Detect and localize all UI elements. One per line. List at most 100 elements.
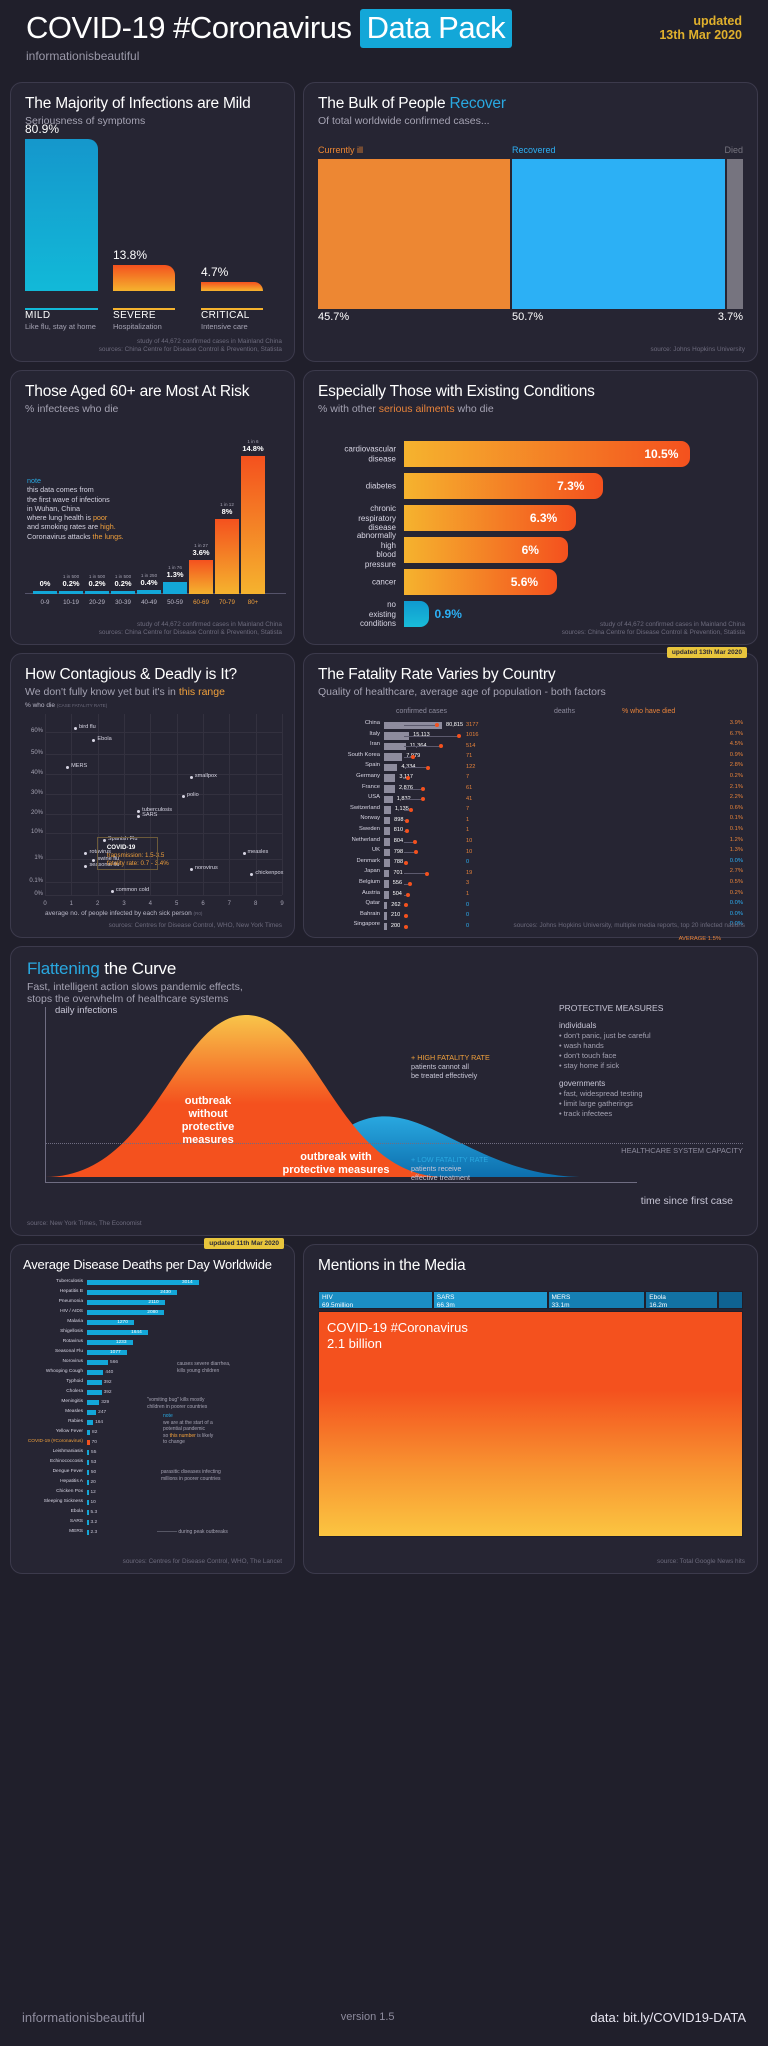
- age-axis-label: 70-79: [219, 599, 235, 606]
- deaths-source: sources: Centres for Disease Control, WH…: [122, 1558, 282, 1565]
- scatter-covid-range-box: [96, 837, 159, 870]
- deaths-value: 0: [466, 859, 470, 866]
- country-name: USA: [368, 794, 380, 801]
- country-name: France: [361, 783, 380, 790]
- panel-age: Those Aged 60+ are Most At Risk % infect…: [10, 370, 295, 645]
- scatter-point-label: Ebola: [97, 736, 112, 743]
- deaths-value: 514: [466, 742, 476, 749]
- table-row: Iran 11,364 514 4.5%: [334, 741, 743, 752]
- disease-row: Rabies 164: [21, 1419, 284, 1426]
- pct-leader-line: [404, 746, 440, 748]
- disease-row: Shigellosis 1644: [21, 1329, 284, 1336]
- media-covid-cell: COVID-19 #Coronavirus 2.1 billion: [318, 1311, 743, 1537]
- cases-bar: [384, 816, 391, 825]
- disease-row: Dengue Fever 50: [21, 1469, 284, 1476]
- cases-value: 1,135: [394, 806, 409, 813]
- scatter-point: [250, 873, 254, 877]
- scatter-ytick: 40%: [30, 769, 43, 776]
- condition-bar: [404, 473, 604, 499]
- cases-value: 810: [393, 827, 404, 834]
- country-title: The Fatality Rate Varies by Country: [318, 666, 556, 683]
- disease-bar: [87, 1489, 89, 1496]
- disease-value: 12: [90, 1489, 96, 1495]
- disease-row: COVID-19 (#Coronavirus) 70: [21, 1439, 284, 1446]
- disease-value: 392: [103, 1389, 112, 1395]
- disease-bar: [87, 1449, 90, 1456]
- deaths-value: 71: [466, 753, 473, 760]
- disease-value: 1270: [117, 1319, 128, 1325]
- pct-value: 0.1%: [729, 825, 743, 832]
- contagious-scatter: 0% 0.1% 1% 10% 20% 30% 40% 50% 60% 0 1 2 3 4 5 6 7 8 9 bird…: [29, 714, 284, 907]
- scatter-gridline: [45, 753, 282, 755]
- disease-name: Leishmaniasis: [52, 1449, 83, 1454]
- severity-bar: [201, 282, 263, 291]
- scatter-ytick: 1%: [34, 854, 43, 861]
- pct-leader-line: [404, 841, 414, 843]
- country-name: South Korea: [347, 751, 380, 758]
- pct-leader-line: [404, 894, 406, 896]
- recover-value: 45.7%: [318, 311, 350, 323]
- pct-dot: [407, 882, 412, 887]
- deaths-title: Average Disease Deaths per Day Worldwide: [23, 1257, 272, 1272]
- media-cell: SARS 66.3m: [432, 1291, 548, 1309]
- pct-leader-line: [404, 809, 409, 811]
- age-note-line: the first wave of infections: [27, 494, 110, 504]
- page-header: COVID-19 #Coronavirus Data Pack informat…: [10, 0, 758, 72]
- measures-group: governments • fast, widespread testing • l…: [559, 1079, 739, 1119]
- pct-dot: [404, 924, 408, 929]
- scatter-point: [84, 852, 88, 856]
- cases-bar: [384, 880, 389, 888]
- pct-leader-line: [404, 777, 406, 779]
- pct-dot: [456, 733, 461, 738]
- curve-subtitle-2: stops the overwhelm of healthcare system…: [27, 993, 229, 1005]
- panel-contagious: How Contagious & Deadly is It? We don't …: [10, 653, 295, 938]
- condition-row: abnormally high blood pressure 6%: [318, 531, 743, 569]
- age-fraction: 1 in 12: [220, 502, 234, 508]
- disease-name: Norovirus: [62, 1359, 83, 1364]
- cases-value: 210: [390, 912, 401, 919]
- recover-title: The Bulk of People Recover: [318, 95, 743, 113]
- country-name: Netherland: [351, 836, 380, 843]
- country-col-deaths: deaths: [554, 708, 576, 715]
- footer-data-label: data:: [590, 2009, 623, 2025]
- table-row: Italy 15,113 1016 6.7%: [334, 731, 743, 742]
- disease-bar: [87, 1469, 89, 1476]
- cases-bar: [384, 912, 387, 920]
- disease-name: Chicken Pox: [56, 1489, 83, 1494]
- disease-row: Typhoid 392: [21, 1379, 284, 1386]
- scatter-point: [110, 889, 114, 893]
- scatter-point: [189, 775, 193, 779]
- age-fraction: 1 in 27: [194, 543, 208, 549]
- cases-value: 556: [392, 880, 403, 887]
- annot-parasitic: parasitic diseases infecting millions in …: [161, 1469, 221, 1482]
- disease-value: 329: [101, 1399, 110, 1405]
- pct-leader-line: [404, 852, 415, 854]
- recover-title-main: The Bulk of People: [318, 95, 450, 112]
- pct-value: 0.0%: [729, 900, 743, 907]
- annot-diarrhea: causes severe diarrhea, kills young child…: [177, 1361, 231, 1374]
- age-axis-label: 0-9: [40, 599, 50, 606]
- cases-value: 798: [393, 848, 404, 855]
- measures-item: • don't panic, just be careful: [559, 1031, 651, 1040]
- disease-value: 53: [90, 1459, 97, 1465]
- age-value: 0.4%: [140, 578, 158, 588]
- disease-row: SARS 3.2: [21, 1519, 284, 1526]
- media-cell-other: [717, 1291, 743, 1309]
- pct-dot: [439, 744, 444, 749]
- age-fraction: 1 in 6: [247, 438, 259, 444]
- disease-value: 1233: [115, 1339, 127, 1345]
- severity-source: study of 44,672 confirmed cases in Mainl…: [98, 338, 282, 353]
- disease-name: Yellow Fever: [55, 1429, 83, 1434]
- pct-dot: [404, 818, 409, 823]
- disease-bar: [87, 1349, 128, 1356]
- table-row: Norway 898 1 0.1%: [334, 815, 743, 826]
- country-name: Switzerland: [350, 804, 380, 811]
- age-chart: 0% 0-9 0.2% 1 in 500 10-19 0.2% 1 in 500 20-29 0…: [25, 433, 286, 608]
- footer-data-link[interactable]: bit.ly/COVID19-DATA: [622, 2009, 746, 2025]
- age-value: 8%: [221, 507, 233, 517]
- table-row: Sweden 810 1 0.1%: [334, 826, 743, 837]
- recover-subtitle: Of total worldwide confirmed cases...: [318, 115, 490, 127]
- condition-name: cancer: [371, 577, 396, 587]
- pct-value: 0.9%: [729, 751, 743, 758]
